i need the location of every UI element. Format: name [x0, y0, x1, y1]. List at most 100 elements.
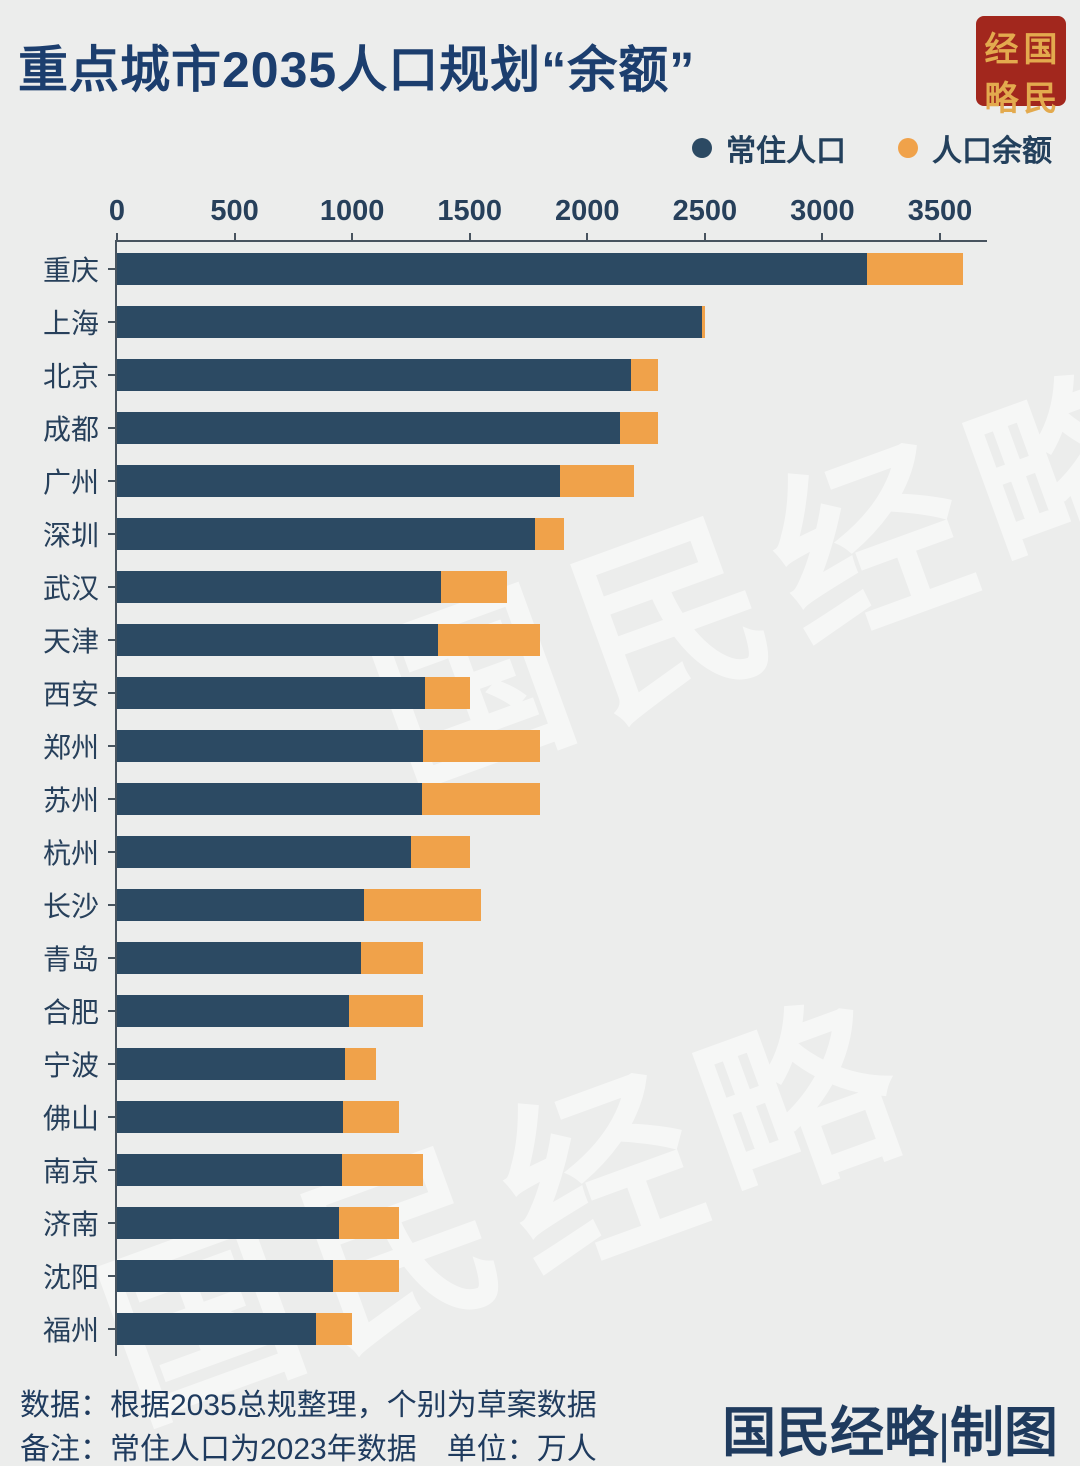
- bar-segment-balance: [424, 676, 470, 709]
- category-label: 宁波: [42, 1050, 99, 1082]
- y-axis-tick-mark: [108, 904, 117, 907]
- stacked-bar: [117, 517, 987, 550]
- bar-row: 南京: [43, 1144, 987, 1197]
- bar-row: 合肥: [43, 985, 987, 1038]
- stacked-bar: [117, 252, 987, 285]
- bar-row: 成都: [43, 401, 987, 454]
- stacked-bar: [117, 1260, 987, 1293]
- category-label: 北京: [42, 360, 99, 392]
- bar-segment-balance: [701, 305, 705, 338]
- x-axis-tick-mark: [116, 233, 118, 242]
- x-axis-tick-label: 1500: [437, 195, 502, 227]
- bar-segment-balance: [341, 1154, 423, 1187]
- bar-segment-resident: [117, 623, 438, 656]
- bar-segment-balance: [364, 889, 482, 922]
- category-label: 深圳: [42, 519, 99, 551]
- bar-segment-resident: [117, 782, 422, 815]
- stacked-bar: [117, 889, 987, 922]
- legend-item-resident: 常住人口: [692, 126, 846, 170]
- legend-label: 常住人口: [726, 135, 846, 168]
- seal-char: 略: [984, 81, 1019, 118]
- x-axis-tick-mark: [821, 233, 824, 242]
- category-label: 天津: [42, 625, 99, 657]
- x-axis-tick-mark: [351, 233, 354, 242]
- bar-segment-resident: [117, 305, 702, 338]
- y-axis-tick-mark: [108, 479, 117, 482]
- bar-segment-resident: [117, 1313, 317, 1346]
- y-axis-tick-mark: [108, 373, 117, 376]
- y-axis-tick-mark: [108, 267, 117, 270]
- bar-segment-resident: [117, 1154, 342, 1187]
- bar-row: 佛山: [43, 1091, 987, 1144]
- bar-segment-resident: [117, 252, 868, 285]
- legend-dot-resident-icon: [692, 138, 712, 158]
- category-label: 长沙: [42, 891, 99, 923]
- bar-segment-resident: [117, 464, 560, 497]
- y-axis-tick-mark: [108, 1275, 117, 1278]
- x-axis-tick-mark: [586, 233, 589, 242]
- bar-segment-balance: [343, 1101, 400, 1134]
- stacked-bar: [117, 358, 987, 391]
- category-label: 济南: [42, 1209, 99, 1241]
- category-label: 南京: [42, 1156, 99, 1188]
- chart: 0 500 1000 1500 2000 2500 3000 3500 重庆 上海 北京 成都 广州 深圳…: [43, 195, 987, 1356]
- page-title: 重点城市2035人口规划“余额”: [18, 42, 696, 98]
- bar-row: 青岛: [43, 932, 987, 985]
- brand-seal-logo: 经 国 略 民: [976, 16, 1066, 118]
- bar-segment-balance: [421, 782, 541, 815]
- footer-source-note: 数据：根据2035总规整理，个别为草案数据: [20, 1389, 597, 1422]
- seal-char: 民: [1023, 81, 1058, 118]
- stacked-bar: [117, 464, 987, 497]
- bar-segment-resident: [117, 1207, 339, 1240]
- y-axis-tick-mark: [108, 1222, 117, 1225]
- bar-segment-resident: [117, 1260, 334, 1293]
- bar-segment-balance: [422, 729, 541, 762]
- bar-segment-balance: [316, 1313, 353, 1346]
- x-axis-tick-label: 3000: [790, 195, 855, 227]
- y-axis-tick-mark: [108, 426, 117, 429]
- bar-row: 武汉: [43, 560, 987, 613]
- y-axis-tick-mark: [108, 638, 117, 641]
- x-axis-tick-label: 2000: [555, 195, 620, 227]
- x-axis-tick-label: 500: [210, 195, 259, 227]
- category-label: 上海: [42, 307, 99, 339]
- bar-segment-resident: [117, 1048, 346, 1081]
- x-axis-tick-label: 1000: [319, 195, 385, 227]
- bar-segment-resident: [117, 729, 423, 762]
- credit-text: 国民经略|制图: [722, 1403, 1058, 1463]
- stacked-bar: [117, 942, 987, 975]
- bar-segment-balance: [867, 252, 964, 285]
- category-label: 成都: [42, 413, 99, 445]
- bar-row: 济南: [43, 1197, 987, 1250]
- y-axis-tick-mark: [108, 1328, 117, 1331]
- bar-row: 北京: [43, 348, 987, 401]
- bar-segment-balance: [559, 464, 635, 497]
- bar-row: 重庆: [43, 242, 987, 295]
- bar-row: 上海: [43, 295, 987, 348]
- bar-segment-resident: [117, 411, 621, 444]
- category-label: 西安: [42, 678, 99, 710]
- bar-segment-balance: [437, 623, 541, 656]
- bar-row: 深圳: [43, 507, 987, 560]
- y-axis-tick-mark: [108, 691, 117, 694]
- stacked-bar: [117, 676, 987, 709]
- bar-segment-balance: [360, 942, 423, 975]
- bar-segment-resident: [117, 358, 631, 391]
- legend-item-balance: 人口余额: [898, 126, 1052, 170]
- seal-char: 经: [984, 32, 1019, 69]
- category-label: 苏州: [42, 784, 99, 816]
- y-axis-tick-mark: [108, 957, 117, 960]
- y-axis-tick-mark: [108, 797, 117, 800]
- category-label: 郑州: [42, 731, 99, 763]
- bar-segment-balance: [620, 411, 658, 444]
- footer-remark-note: 备注：常住人口为2023年数据 单位：万人: [20, 1433, 597, 1466]
- bar-segment-balance: [411, 836, 470, 869]
- bar-segment-resident: [117, 570, 441, 603]
- legend-dot-balance-icon: [898, 138, 918, 158]
- bar-segment-resident: [117, 995, 349, 1028]
- x-axis-tick-mark: [703, 233, 706, 242]
- bar-segment-balance: [333, 1260, 400, 1293]
- bar-segment-resident: [117, 942, 361, 975]
- bar-segment-resident: [117, 889, 365, 922]
- stacked-bar: [117, 1207, 987, 1240]
